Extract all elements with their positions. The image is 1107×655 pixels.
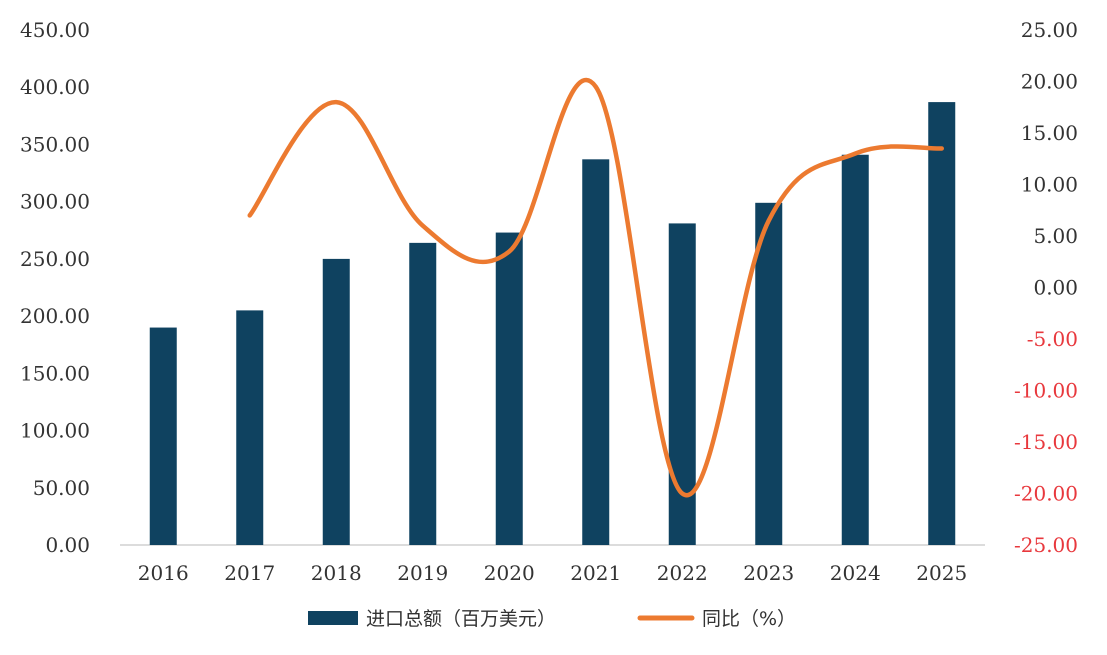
left-tick-label: 250.00 [20,247,90,271]
bar-2025 [928,102,956,545]
right-tick-label: 0.00 [1033,276,1078,300]
x-axis-ticks: 2016 2017 2018 2019 2020 2021 2022 2023 2024 2025 [138,561,967,585]
left-tick-label: 400.00 [20,75,90,99]
right-tick-label: 25.00 [1021,18,1078,42]
left-axis-ticks: 0.00 50.00 100.00 150.00 200.00 250.00 300.00 3… [20,18,90,557]
left-tick-label: 50.00 [33,476,90,500]
x-tick-label: 2024 [830,561,881,585]
bar-2024 [841,154,869,545]
right-tick-label: -5.00 [1027,327,1078,351]
x-tick-label: 2020 [484,561,535,585]
legend-bar-swatch [308,611,358,625]
left-tick-label: 150.00 [20,361,90,385]
bar-2022 [668,223,696,545]
legend-line-label: 同比（%） [702,608,796,630]
x-tick-label: 2016 [138,561,189,585]
right-tick-label: -15.00 [1014,430,1078,454]
x-tick-label: 2017 [224,561,275,585]
x-tick-label: 2018 [311,561,362,585]
right-tick-label: 20.00 [1021,70,1078,94]
legend-bar-label: 进口总额（百万美元） [366,608,556,630]
x-tick-label: 2023 [743,561,794,585]
x-tick-label: 2022 [657,561,708,585]
bar-2021 [582,159,610,546]
bar-2019 [409,242,437,545]
line-series [247,77,944,498]
left-tick-label: 200.00 [20,304,90,328]
yoy-line [247,77,944,498]
bar-2016 [149,327,177,545]
left-tick-label: 300.00 [20,190,90,214]
legend: 进口总额（百万美元） 同比（%） [308,608,796,630]
bar-2023 [755,202,783,546]
x-tick-label: 2019 [397,561,448,585]
left-tick-label: 0.00 [45,533,90,557]
left-tick-label: 450.00 [20,18,90,42]
right-tick-label: -20.00 [1014,482,1078,506]
left-tick-label: 100.00 [20,419,90,443]
bar-series [149,102,956,546]
bar-2020 [495,232,523,546]
right-tick-label: 5.00 [1033,224,1078,248]
right-tick-label: -10.00 [1014,379,1078,403]
right-tick-label: 15.00 [1021,121,1078,145]
right-tick-label: -25.00 [1014,533,1078,557]
x-tick-label: 2025 [916,561,967,585]
left-tick-label: 350.00 [20,132,90,156]
bar-2017 [236,310,264,545]
right-tick-label: 10.00 [1021,173,1078,197]
right-axis-ticks: -25.00 -20.00 -15.00 -10.00 -5.00 0.00 5.00 10.… [1014,18,1078,557]
bar-2018 [322,258,350,545]
x-tick-label: 2021 [570,561,621,585]
